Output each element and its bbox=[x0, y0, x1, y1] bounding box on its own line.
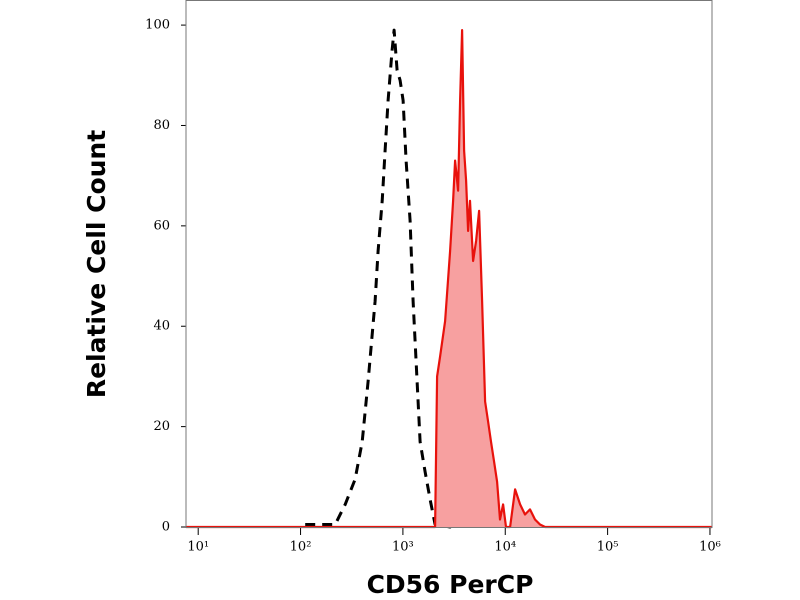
x-tick-label: 10⁶ bbox=[699, 540, 721, 555]
y-tick-label: 40 bbox=[153, 319, 170, 334]
y-tick-label: 100 bbox=[145, 18, 170, 33]
x-axis-title: CD56 PerCP bbox=[367, 570, 534, 599]
y-axis-title: Relative Cell Count bbox=[82, 130, 111, 398]
x-tick-label: 10⁴ bbox=[494, 540, 516, 555]
y-tick-label: 60 bbox=[153, 218, 170, 233]
plot-frame bbox=[185, 0, 713, 528]
x-tick-label: 10¹ bbox=[187, 540, 209, 555]
x-tick-label: 10² bbox=[290, 540, 312, 555]
line bbox=[186, 29, 712, 529]
line bbox=[305, 28, 456, 529]
y-tick-label: 20 bbox=[153, 419, 170, 434]
x-tick-label: 10⁵ bbox=[597, 540, 619, 555]
y-tick-label: 80 bbox=[153, 118, 170, 133]
x-tick-label: 10³ bbox=[392, 540, 414, 555]
y-tick-label: 0 bbox=[162, 520, 170, 535]
